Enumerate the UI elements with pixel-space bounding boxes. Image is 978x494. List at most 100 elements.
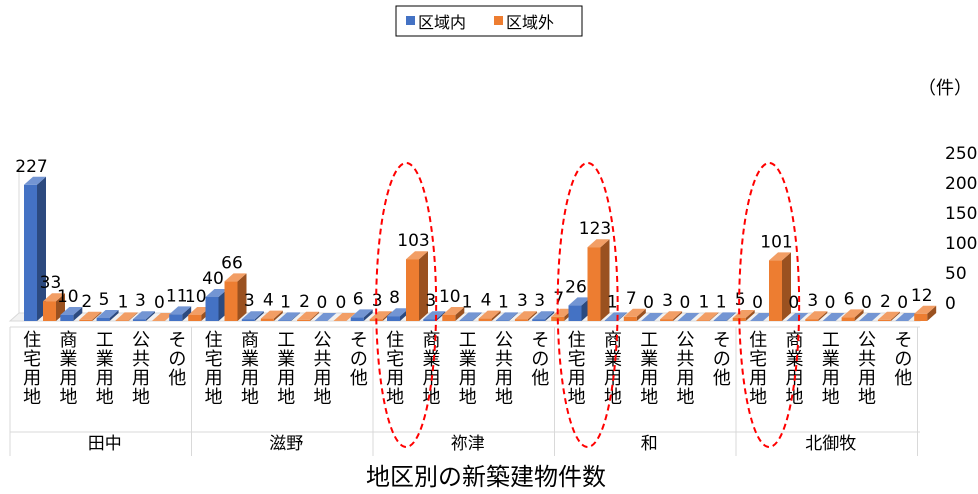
bar-front <box>350 317 364 321</box>
bar-side <box>673 311 683 321</box>
highlight-oval <box>375 162 438 448</box>
y-tick-label: 250 <box>945 144 977 164</box>
bar-front <box>278 320 292 321</box>
data-label-outside: 3 <box>517 291 528 311</box>
group-label: 滋野 <box>269 434 303 454</box>
x-tick-label: 住宅用地 <box>205 330 223 408</box>
data-label-outside: 10 <box>439 287 461 307</box>
bar-top <box>297 311 320 320</box>
bar-side <box>782 252 791 321</box>
x-tick-label: 工業用地 <box>640 330 658 408</box>
bar-side <box>709 312 719 321</box>
bar-side <box>818 311 828 321</box>
legend: 区域内 区域外 <box>395 5 583 37</box>
bar-inside <box>750 313 772 321</box>
data-label-outside: 2 <box>880 292 891 312</box>
bar-top <box>241 311 264 320</box>
bar-outside <box>406 251 428 321</box>
data-label-outside: 1 <box>118 292 129 312</box>
bar-outside <box>660 311 683 321</box>
data-label-inside: 1 <box>607 292 618 312</box>
data-label-outside: 5 <box>735 290 746 310</box>
bar-top <box>551 308 574 317</box>
data-label-outside: 3 <box>807 291 818 311</box>
bar-top <box>696 312 719 321</box>
data-label-outside: 7 <box>626 289 637 309</box>
bar-front <box>224 281 238 321</box>
bar-side <box>109 310 119 321</box>
bar-front <box>260 318 274 321</box>
bar-side <box>419 251 428 321</box>
bar-front <box>79 319 93 321</box>
bar-top <box>151 313 174 321</box>
bar-inside <box>641 313 664 321</box>
bar-front <box>587 247 601 321</box>
bar-front <box>297 319 311 321</box>
data-label-outside: 3 <box>662 291 673 311</box>
data-label-inside: 1 <box>280 292 291 312</box>
highlight-oval <box>738 162 801 448</box>
bar-top <box>713 312 736 321</box>
bar-outside <box>623 308 646 321</box>
bar-outside <box>333 313 356 321</box>
data-label-outside: 0 <box>154 293 165 313</box>
bar-side <box>890 311 900 321</box>
bar-side <box>472 312 482 321</box>
bar-inside <box>423 311 446 321</box>
bar-top <box>587 239 610 248</box>
bar-side <box>455 307 465 321</box>
bar-outside <box>442 307 465 321</box>
bar-side <box>310 311 320 321</box>
bar-front <box>914 313 928 321</box>
data-label-outside: 2 <box>299 292 310 312</box>
bar-top <box>43 293 65 302</box>
bar-top <box>805 311 828 320</box>
data-label-outside: 2 <box>81 292 92 312</box>
bar-top <box>79 311 102 320</box>
bar-top <box>387 308 409 317</box>
data-label-inside: 40 <box>202 269 224 289</box>
bar-top <box>495 312 518 321</box>
bar-inside <box>60 307 83 321</box>
x-tick-label: 住宅用地 <box>23 330 41 408</box>
bar-top <box>858 313 881 321</box>
y-tick-label: 100 <box>945 234 977 254</box>
bar-inside <box>495 312 518 321</box>
bar-front <box>478 318 492 321</box>
bar-front <box>96 318 110 321</box>
bar-top <box>278 312 301 321</box>
y-tick-label: 0 <box>945 294 956 314</box>
bar-side <box>745 310 755 321</box>
x-tick-label: 公共用地 <box>858 330 876 408</box>
bar-side <box>617 312 627 321</box>
bar-front <box>532 319 546 321</box>
bar-outside <box>877 311 900 321</box>
bar-front <box>60 315 74 321</box>
bar-top <box>732 310 755 318</box>
data-label-outside: 103 <box>397 231 429 251</box>
data-label-outside: 6 <box>844 289 855 309</box>
bar-outside <box>514 311 537 321</box>
bar-side <box>237 273 247 321</box>
bar-top <box>623 308 646 317</box>
bar-top <box>877 311 900 320</box>
y-tick-label: 200 <box>945 174 977 194</box>
bar-front <box>205 297 219 321</box>
bar-top <box>423 311 446 320</box>
bar-side <box>508 312 518 321</box>
bar-outside <box>841 309 864 321</box>
bar-inside <box>132 311 155 321</box>
bar-front <box>387 316 400 321</box>
bar-top <box>841 309 864 318</box>
x-tick-label: その他 <box>531 330 549 389</box>
bar-top <box>260 310 283 319</box>
data-label-outside: 3 <box>372 291 383 311</box>
bar-top <box>478 310 501 319</box>
x-tick-label: 工業用地 <box>96 330 114 408</box>
bar-front <box>713 320 727 321</box>
data-label-outside: 4 <box>481 291 492 311</box>
bar-top <box>406 251 428 260</box>
bar-top <box>568 297 591 306</box>
x-tick-label: 住宅用地 <box>386 330 404 408</box>
bars <box>24 176 937 321</box>
